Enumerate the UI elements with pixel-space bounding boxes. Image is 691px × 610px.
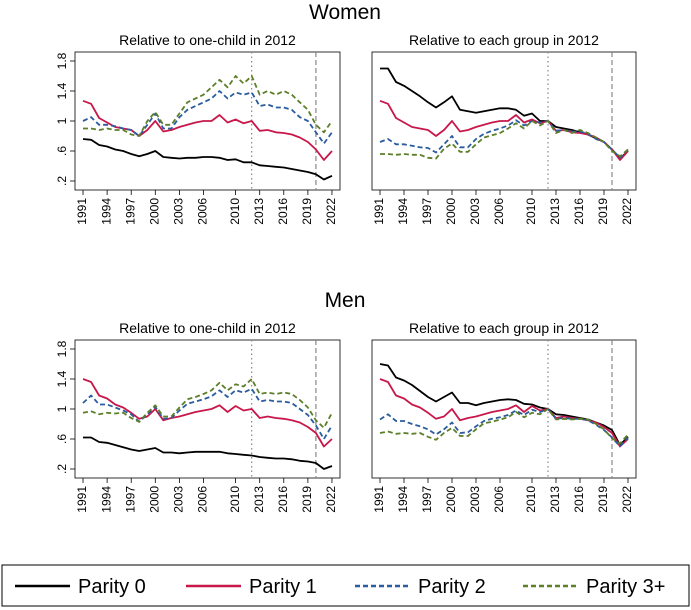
series-line bbox=[82, 99, 333, 161]
x-tick-label: 2016 bbox=[572, 198, 586, 225]
y-tick-label: 1.4 bbox=[55, 370, 69, 387]
series-line bbox=[83, 436, 333, 470]
y-tick-label: 1.8 bbox=[55, 340, 69, 357]
x-tick-label: 2019 bbox=[596, 198, 610, 225]
x-tick-label: 1991 bbox=[75, 198, 89, 225]
x-tick-label: 2016 bbox=[276, 486, 290, 513]
group-title: Men bbox=[325, 289, 366, 312]
x-tick-label: 2019 bbox=[300, 486, 314, 513]
series-line bbox=[379, 99, 629, 161]
x-tick-label: 2013 bbox=[252, 198, 266, 225]
series-line bbox=[82, 378, 333, 429]
x-tick-label: 2000 bbox=[444, 486, 458, 513]
x-tick-label: 2006 bbox=[196, 486, 210, 513]
x-tick-label: 1994 bbox=[396, 198, 410, 225]
x-tick-label: 2003 bbox=[468, 198, 482, 225]
panel-title: Relative to one-child in 2012 bbox=[119, 320, 296, 336]
x-tick-label: 2022 bbox=[620, 198, 634, 225]
x-tick-label: 2006 bbox=[196, 198, 210, 225]
panel-title: Relative to one-child in 2012 bbox=[119, 32, 296, 48]
x-tick-label: 1997 bbox=[123, 486, 137, 513]
x-tick-label: 2000 bbox=[147, 198, 161, 225]
x-tick-label: 2010 bbox=[228, 486, 242, 513]
legend-label: Parity 3+ bbox=[586, 576, 665, 598]
y-tick-label: .2 bbox=[55, 464, 69, 474]
x-tick-label: 2022 bbox=[324, 486, 338, 513]
x-tick-label: 2022 bbox=[620, 486, 634, 513]
legend-label: Parity 0 bbox=[78, 576, 146, 598]
series-line bbox=[82, 90, 333, 145]
y-tick-label: 1.8 bbox=[55, 52, 69, 69]
x-tick-label: 2013 bbox=[548, 198, 562, 225]
series-line bbox=[83, 75, 333, 137]
y-tick-label: 1.4 bbox=[55, 82, 69, 99]
x-tick-label: 2003 bbox=[172, 198, 186, 225]
y-tick-label: .2 bbox=[55, 176, 69, 186]
y-tick-label: .6 bbox=[55, 146, 69, 156]
x-tick-label: 2016 bbox=[276, 198, 290, 225]
y-tick-label: .6 bbox=[55, 434, 69, 444]
series-line bbox=[379, 119, 629, 159]
x-tick-label: 2006 bbox=[492, 486, 506, 513]
x-tick-label: 1991 bbox=[75, 486, 89, 513]
legend-label: Parity 2 bbox=[418, 576, 486, 598]
x-tick-label: 2013 bbox=[252, 486, 266, 513]
x-tick-label: 1991 bbox=[372, 486, 386, 513]
series-line bbox=[82, 378, 333, 448]
legend-label: Parity 1 bbox=[249, 576, 317, 598]
x-tick-label: 1991 bbox=[372, 198, 386, 225]
x-tick-label: 2006 bbox=[492, 198, 506, 225]
x-tick-label: 2010 bbox=[524, 486, 538, 513]
panel-title: Relative to each group in 2012 bbox=[409, 320, 599, 336]
x-tick-label: 2019 bbox=[596, 486, 610, 513]
group-title: Women bbox=[309, 1, 381, 24]
x-tick-label: 1997 bbox=[123, 198, 137, 225]
x-tick-label: 2003 bbox=[468, 486, 482, 513]
x-tick-label: 2010 bbox=[228, 198, 242, 225]
x-tick-label: 2022 bbox=[324, 198, 338, 225]
y-tick-label: 1 bbox=[55, 405, 69, 412]
x-tick-label: 2016 bbox=[572, 486, 586, 513]
x-tick-label: 2010 bbox=[524, 198, 538, 225]
y-tick-label: 1 bbox=[55, 117, 69, 124]
series-line bbox=[82, 138, 333, 181]
panel-title: Relative to each group in 2012 bbox=[409, 32, 599, 48]
series-line bbox=[82, 387, 333, 440]
x-tick-label: 2013 bbox=[548, 486, 562, 513]
series-line bbox=[379, 408, 629, 445]
x-tick-label: 2019 bbox=[300, 198, 314, 225]
x-tick-label: 1994 bbox=[99, 198, 113, 225]
x-tick-label: 1994 bbox=[396, 486, 410, 513]
x-tick-label: 1994 bbox=[99, 486, 113, 513]
x-tick-label: 2000 bbox=[147, 486, 161, 513]
series-line bbox=[380, 120, 629, 160]
x-tick-label: 1997 bbox=[420, 198, 434, 225]
x-tick-label: 2000 bbox=[444, 198, 458, 225]
x-tick-label: 1997 bbox=[420, 486, 434, 513]
x-tick-label: 2003 bbox=[172, 486, 186, 513]
